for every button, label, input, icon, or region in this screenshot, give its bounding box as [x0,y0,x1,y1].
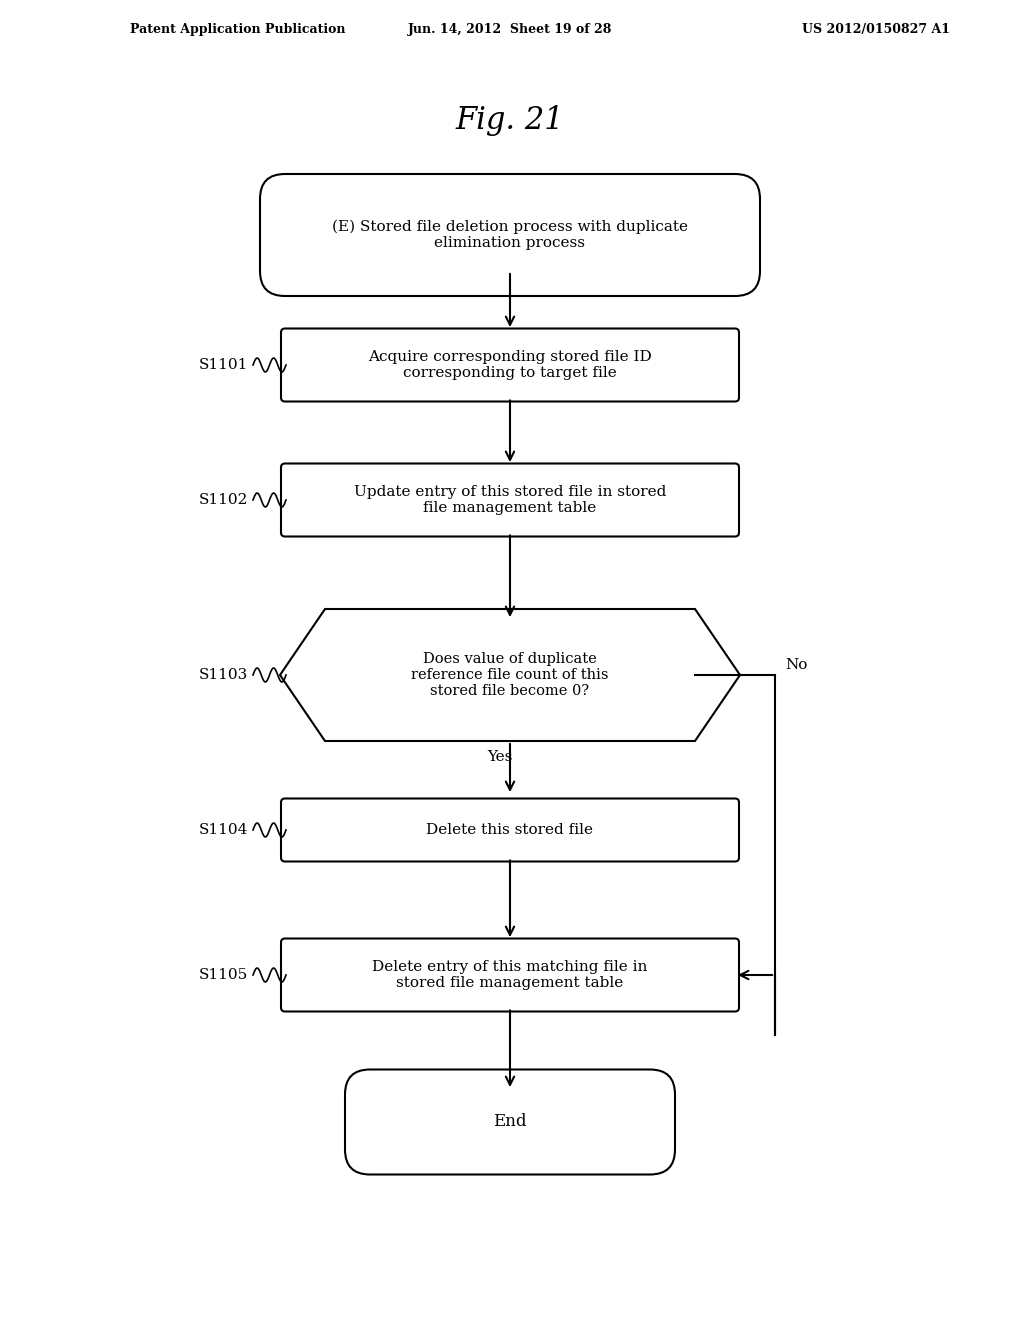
FancyBboxPatch shape [260,174,760,296]
Text: S1104: S1104 [199,822,248,837]
Text: Patent Application Publication: Patent Application Publication [130,24,345,37]
Text: Does value of duplicate
reference file count of this
stored file become 0?: Does value of duplicate reference file c… [412,652,608,698]
FancyBboxPatch shape [281,463,739,536]
Text: No: No [785,657,807,672]
FancyBboxPatch shape [345,1069,675,1175]
Text: Jun. 14, 2012  Sheet 19 of 28: Jun. 14, 2012 Sheet 19 of 28 [408,24,612,37]
Text: Delete entry of this matching file in
stored file management table: Delete entry of this matching file in st… [373,960,648,990]
Text: S1103: S1103 [199,668,248,682]
Polygon shape [280,609,740,741]
FancyBboxPatch shape [281,329,739,401]
Text: S1101: S1101 [199,358,248,372]
FancyBboxPatch shape [281,939,739,1011]
Text: (E) Stored file deletion process with duplicate
elimination process: (E) Stored file deletion process with du… [332,219,688,251]
Text: Yes: Yes [487,750,513,764]
Text: Update entry of this stored file in stored
file management table: Update entry of this stored file in stor… [354,484,667,515]
Text: US 2012/0150827 A1: US 2012/0150827 A1 [802,24,950,37]
FancyBboxPatch shape [281,799,739,862]
Text: Delete this stored file: Delete this stored file [427,822,594,837]
Text: S1102: S1102 [199,492,248,507]
Text: S1105: S1105 [199,968,248,982]
Text: End: End [494,1114,526,1130]
Text: Acquire corresponding stored file ID
corresponding to target file: Acquire corresponding stored file ID cor… [368,350,652,380]
Text: Fig. 21: Fig. 21 [456,104,564,136]
